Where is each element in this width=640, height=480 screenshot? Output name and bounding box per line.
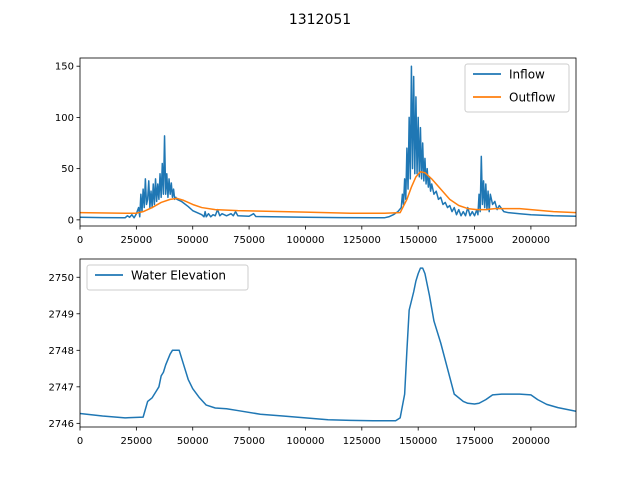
axes-frame (79, 57, 577, 227)
x-tick-label: 150000 (399, 436, 437, 447)
x-tick-label: 125000 (343, 235, 381, 246)
x-tick-label: 75000 (233, 235, 265, 246)
x-tick-label: 50000 (177, 235, 209, 246)
legend-label-outflow: Outflow (509, 91, 556, 105)
x-tick-label: 50000 (177, 436, 209, 447)
y-tick-label: 50 (61, 164, 74, 175)
y-tick-label: 2746 (49, 419, 74, 430)
series-line-inflow (80, 65, 576, 219)
y-tick-label: 2747 (49, 382, 74, 393)
x-tick-label: 75000 (233, 436, 265, 447)
series-line-water-elevation (80, 267, 576, 422)
y-tick-label: 2749 (49, 309, 74, 320)
water-elevation-chart: 0 25000 50000 75000 100000 125000 150000 175000… (49, 258, 577, 447)
legend-box (86, 264, 249, 291)
legend-box (464, 63, 570, 113)
x-tick-label: 200000 (512, 235, 550, 246)
legend-label-inflow: Inflow (509, 68, 545, 82)
x-tick-label: 200000 (512, 436, 550, 447)
legend: Water Elevation (86, 264, 249, 291)
y-tick-label: 100 (55, 113, 74, 124)
axes-frame (79, 258, 577, 428)
x-tick-label: 25000 (120, 436, 152, 447)
x-tick-label: 100000 (286, 436, 324, 447)
y-tick-label: 150 (55, 62, 74, 73)
x-tick-label: 175000 (455, 235, 493, 246)
x-tick-label: 125000 (343, 436, 381, 447)
x-tick-label: 0 (77, 436, 83, 447)
y-tick-label: 2748 (49, 346, 74, 357)
x-tick-label: 100000 (286, 235, 324, 246)
y-tick-label: 2750 (49, 273, 74, 284)
x-tick-label: 0 (77, 235, 83, 246)
x-tick-label: 25000 (120, 235, 152, 246)
x-tick-label: 150000 (399, 235, 437, 246)
y-tick-label: 0 (68, 215, 74, 226)
legend: Inflow Outflow (464, 63, 570, 113)
series-line-outflow (80, 170, 576, 214)
figure-suptitle: 1312051 (289, 12, 351, 28)
legend-label-water-elevation: Water Elevation (131, 269, 226, 283)
inflow-outflow-chart: 0 25000 50000 75000 100000 125000 150000 175000… (55, 57, 577, 246)
x-tick-label: 175000 (455, 436, 493, 447)
